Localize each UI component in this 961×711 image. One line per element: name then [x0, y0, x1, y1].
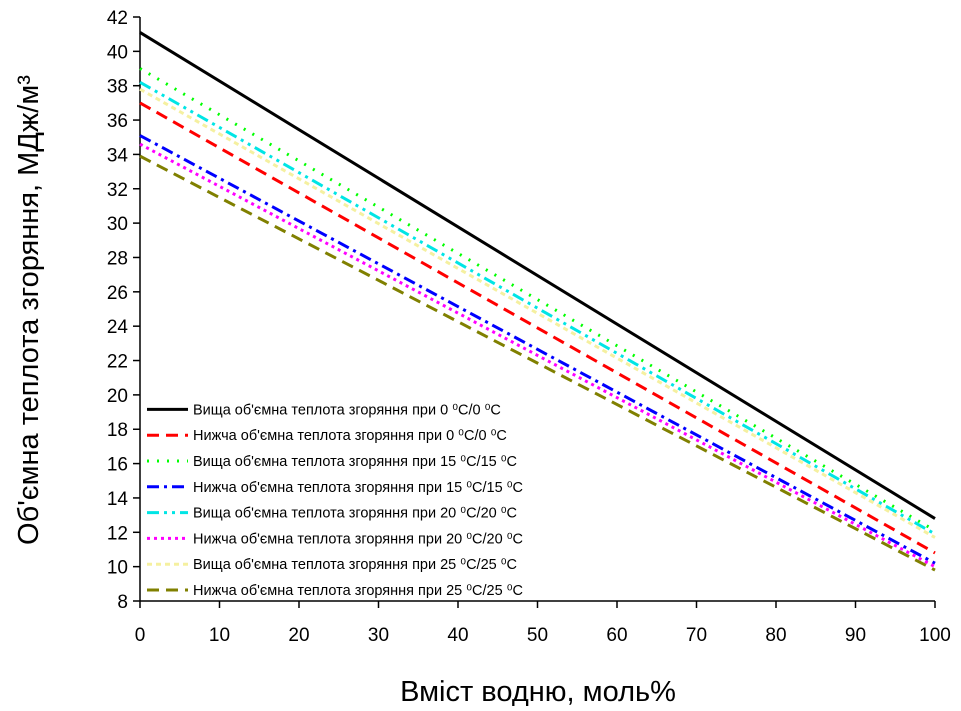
y-tick-label: 22 [107, 352, 128, 373]
series-line [139, 154, 936, 572]
y-tick-label: 38 [107, 77, 128, 98]
legend-label: Вища об'ємна теплота згоряння при 25 ⁰C/… [193, 557, 517, 573]
y-tick-label: 34 [107, 145, 129, 166]
x-tick-label: 10 [209, 625, 230, 646]
y-tick-label: 26 [107, 283, 128, 304]
legend-label: Вища об'ємна теплота згоряння при 20 ⁰C/… [193, 506, 517, 522]
y-tick-label: 8 [117, 592, 128, 613]
series-line [139, 31, 936, 520]
y-tick-label: 20 [107, 386, 128, 407]
y-tick-label: 18 [107, 420, 128, 441]
legend-label: Вища об'ємна теплота згоряння при 0 ⁰C/0… [193, 402, 501, 418]
y-tick-label: 36 [107, 111, 128, 132]
series-line [139, 87, 936, 539]
x-tick-label: 50 [527, 625, 548, 646]
series-line [139, 142, 936, 568]
x-tick-label: 0 [135, 625, 146, 646]
series-line [139, 134, 936, 565]
x-tick-label: 100 [919, 625, 951, 646]
y-tick-label: 32 [107, 180, 128, 201]
legend-label: Нижча об'ємна теплота згоряння при 15 ⁰C… [193, 480, 523, 496]
y-tick-label: 14 [107, 489, 129, 510]
y-tick-label: 42 [107, 8, 128, 29]
series-line [139, 80, 936, 536]
legend-label: Нижча об'ємна теплота згоряння при 20 ⁰C… [193, 531, 523, 547]
y-tick-label: 16 [107, 455, 128, 476]
x-tick-label: 90 [845, 625, 866, 646]
x-tick-label: 40 [447, 625, 468, 646]
x-tick-label: 70 [686, 625, 707, 646]
x-tick-label: 30 [368, 625, 389, 646]
y-tick-label: 10 [107, 558, 128, 579]
x-axis-title: Вміст водню, моль% [400, 676, 676, 706]
x-tick-label: 20 [288, 625, 309, 646]
y-axis-title: Об'ємна теплота згоряння, МДж/м³ [13, 75, 45, 545]
series-line [139, 101, 936, 555]
y-tick-label: 30 [107, 214, 128, 235]
x-tick-label: 60 [606, 625, 627, 646]
y-tick-label: 40 [107, 42, 128, 63]
y-tick-label: 28 [107, 248, 128, 269]
x-tick-label: 80 [765, 625, 786, 646]
legend-label: Вища об'ємна теплота згоряння при 15 ⁰C/… [193, 454, 517, 470]
legend-label: Нижча об'ємна теплота згоряння при 0 ⁰C/… [193, 428, 507, 444]
legend-label: Нижча об'ємна теплота згоряння при 25 ⁰C… [193, 583, 523, 599]
y-tick-label: 12 [107, 523, 128, 544]
y-tick-label: 24 [107, 317, 129, 338]
